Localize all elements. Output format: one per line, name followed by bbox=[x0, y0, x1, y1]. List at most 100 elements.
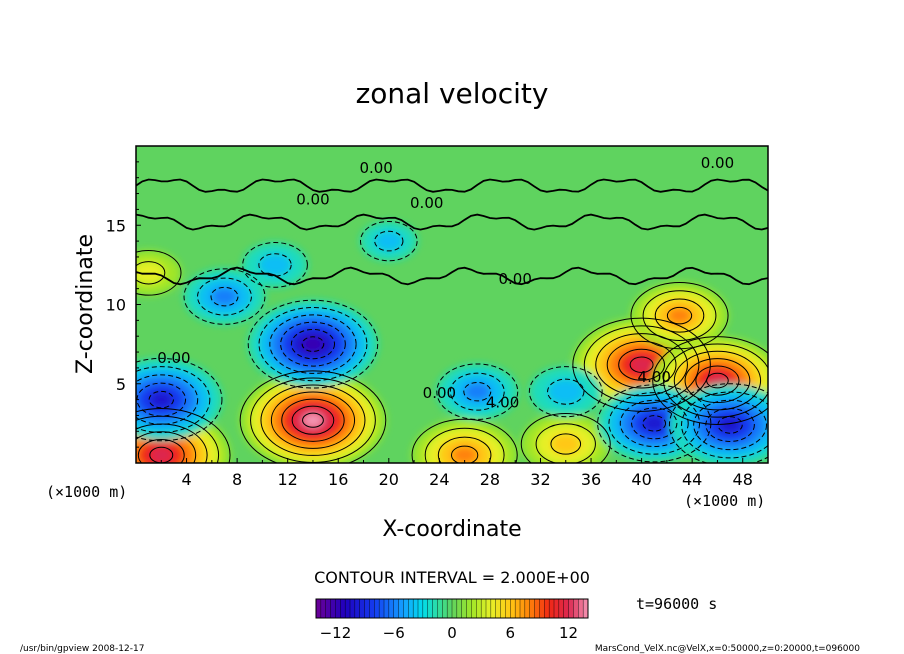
colorbar-cell bbox=[578, 598, 584, 619]
contour-line bbox=[684, 358, 751, 404]
contour-line bbox=[148, 390, 174, 409]
colorbar-cell bbox=[500, 598, 506, 619]
contour-line bbox=[550, 433, 582, 455]
contour-line bbox=[137, 439, 185, 463]
x-tick-label: 48 bbox=[733, 470, 753, 489]
x-tick-label: 20 bbox=[379, 470, 399, 489]
field-blob bbox=[258, 253, 292, 277]
colorbar-cell bbox=[422, 598, 429, 619]
field-blob bbox=[642, 415, 666, 432]
colorbar-cell bbox=[320, 598, 327, 619]
colorbar-cell bbox=[330, 598, 336, 619]
x-unit-label-right: (×1000 m) bbox=[684, 492, 765, 510]
colorbar-cell bbox=[403, 598, 409, 619]
colorbar-cell bbox=[432, 598, 438, 619]
colorbar-cell bbox=[553, 598, 560, 619]
contour-line bbox=[436, 363, 519, 420]
contour-line bbox=[210, 286, 239, 307]
colorbar-cell bbox=[495, 598, 502, 619]
zero-contour bbox=[136, 266, 768, 286]
y-tick-label: 15 bbox=[106, 216, 126, 235]
contour-line bbox=[705, 407, 755, 442]
field-blob bbox=[149, 447, 173, 463]
colorbar-cell bbox=[354, 598, 361, 619]
colorbar-cell bbox=[383, 598, 390, 619]
contour-line bbox=[673, 350, 762, 411]
contour-line bbox=[197, 277, 252, 316]
contour-line bbox=[450, 445, 479, 463]
x-tick-label: 40 bbox=[631, 470, 651, 489]
contour-line bbox=[630, 281, 729, 350]
contour-line bbox=[668, 383, 768, 463]
x-tick-label: 44 bbox=[682, 470, 702, 489]
contour-line bbox=[136, 357, 223, 442]
colorbar-cell bbox=[349, 598, 356, 619]
contour-line bbox=[247, 299, 379, 389]
contour-line bbox=[270, 391, 356, 449]
x-tick-label: 8 bbox=[232, 470, 242, 489]
field-blob bbox=[302, 336, 324, 352]
colorbar-cell bbox=[456, 598, 463, 619]
colorbar-cell bbox=[519, 598, 526, 619]
contour-line bbox=[242, 242, 308, 288]
contour-label: 0.00 bbox=[410, 194, 443, 212]
colorbar-tick-label: 0 bbox=[447, 624, 457, 642]
contour-line bbox=[260, 384, 366, 456]
contour-label: 0.00 bbox=[296, 191, 329, 209]
contour-line bbox=[618, 348, 666, 381]
colorbar-tick-label: 6 bbox=[506, 624, 516, 642]
colorbar-cell bbox=[427, 598, 434, 619]
colorbar-cell bbox=[461, 598, 468, 619]
colorbar-cell bbox=[490, 598, 497, 619]
contour-line bbox=[583, 325, 700, 405]
contour-line bbox=[239, 370, 387, 463]
contour-line bbox=[642, 415, 667, 432]
colorbar-cell bbox=[412, 598, 419, 619]
colorbar-cell bbox=[446, 598, 453, 619]
contour-line bbox=[606, 340, 677, 389]
colorbar-cell bbox=[573, 598, 579, 619]
contour-label: 4.00 bbox=[638, 368, 671, 386]
contour-line bbox=[463, 381, 492, 402]
contour-label: 0.00 bbox=[157, 349, 190, 367]
colorbar-cell bbox=[388, 598, 395, 619]
time-label: t=96000 s bbox=[636, 595, 717, 613]
contour-line bbox=[572, 317, 711, 412]
colorbar-cell bbox=[510, 598, 516, 619]
contour-line bbox=[290, 328, 336, 360]
colorbar-cell bbox=[505, 598, 511, 619]
colorbar-cell bbox=[398, 598, 404, 619]
colorbar-cell bbox=[563, 598, 570, 619]
zero-contour bbox=[136, 213, 768, 231]
contour-line bbox=[424, 427, 505, 463]
contour-line bbox=[136, 249, 182, 296]
x-tick-label: 28 bbox=[480, 470, 500, 489]
colorbar-cell bbox=[476, 598, 482, 619]
contour-line bbox=[258, 307, 368, 382]
colorbar-cell bbox=[359, 598, 366, 619]
contour-line bbox=[717, 416, 743, 434]
colorbar-cell bbox=[344, 598, 351, 619]
y-axis: 5 10 15 bbox=[106, 161, 141, 448]
x-unit-label-left: (×1000 m) bbox=[46, 483, 127, 501]
colorbar-cell bbox=[568, 598, 574, 619]
contour-line bbox=[136, 407, 231, 463]
contour-line bbox=[642, 290, 717, 341]
x-tick-label: 4 bbox=[181, 470, 191, 489]
field-blob bbox=[667, 307, 692, 324]
colorbar-cell bbox=[529, 598, 536, 619]
contour-line bbox=[663, 343, 768, 418]
field-blob bbox=[210, 287, 238, 306]
contour-line bbox=[706, 372, 729, 389]
contour-line bbox=[136, 366, 211, 434]
contour-line bbox=[359, 220, 418, 262]
x-tick-label: 36 bbox=[581, 470, 601, 489]
colorbar: −12 −6 0 6 12 bbox=[315, 598, 589, 642]
colorbar-cell bbox=[480, 598, 487, 619]
contour-line bbox=[528, 366, 603, 418]
field-blob bbox=[451, 446, 478, 463]
contour-line bbox=[535, 423, 596, 463]
colorbar-cell bbox=[442, 598, 448, 619]
colorbar-cells bbox=[315, 598, 589, 619]
